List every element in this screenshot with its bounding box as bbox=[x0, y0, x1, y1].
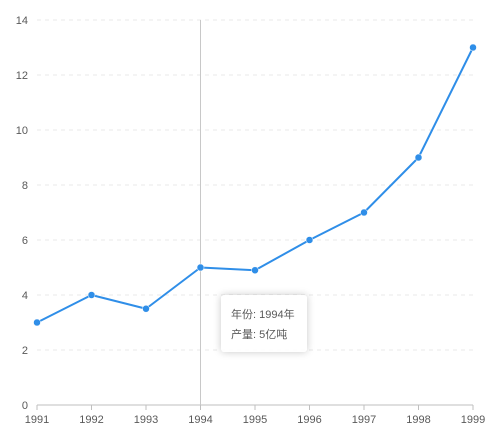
x-tick-label: 1993 bbox=[134, 414, 158, 426]
data-point bbox=[305, 236, 314, 244]
data-point bbox=[469, 43, 477, 52]
x-tick-label: 1997 bbox=[352, 414, 376, 426]
x-tick-label: 1994 bbox=[188, 414, 212, 426]
data-point bbox=[87, 291, 96, 299]
tooltip-year-row: 年份: 1994年 bbox=[231, 305, 307, 325]
y-axis-ticks: 0 2 4 6 8 10 12 14 bbox=[16, 15, 28, 412]
tooltip-year-value: 1994年 bbox=[259, 309, 295, 321]
y-tick-label: 8 bbox=[22, 180, 28, 192]
data-point bbox=[196, 263, 205, 272]
x-tick-label: 1999 bbox=[461, 414, 485, 426]
data-points bbox=[33, 43, 477, 327]
y-tick-label: 14 bbox=[16, 15, 28, 27]
y-tick-label: 12 bbox=[16, 70, 28, 82]
x-tick-label: 1996 bbox=[297, 414, 321, 426]
tooltip-value-row: 产量: 5亿吨 bbox=[231, 325, 307, 345]
y-tick-label: 10 bbox=[16, 125, 28, 137]
x-tick-label: 1991 bbox=[25, 414, 49, 426]
x-tick-label: 1995 bbox=[243, 414, 267, 426]
tooltip-colon: : bbox=[253, 329, 260, 341]
tooltip-value-text: 5亿吨 bbox=[259, 329, 288, 341]
data-point bbox=[251, 266, 259, 274]
tooltip-value-label: 产量 bbox=[231, 329, 253, 341]
y-tick-label: 4 bbox=[22, 290, 28, 302]
y-tick-label: 2 bbox=[22, 345, 28, 357]
data-point bbox=[142, 305, 150, 313]
data-point bbox=[360, 208, 368, 217]
x-tick-label: 1992 bbox=[79, 414, 103, 426]
y-tick-label: 6 bbox=[22, 235, 28, 247]
grid-lines bbox=[37, 19, 473, 351]
data-point bbox=[33, 318, 41, 327]
tooltip-year-label: 年份 bbox=[231, 309, 253, 321]
tooltip: 年份: 1994年 产量: 5亿吨 bbox=[221, 295, 307, 352]
x-axis-ticks: 1991 1992 1993 1994 1995 1996 1997 1998 1999 bbox=[25, 405, 485, 426]
data-point bbox=[414, 153, 423, 162]
y-tick-label: 0 bbox=[22, 400, 28, 412]
x-tick-label: 1998 bbox=[406, 414, 430, 426]
tooltip-colon: : bbox=[253, 309, 260, 321]
